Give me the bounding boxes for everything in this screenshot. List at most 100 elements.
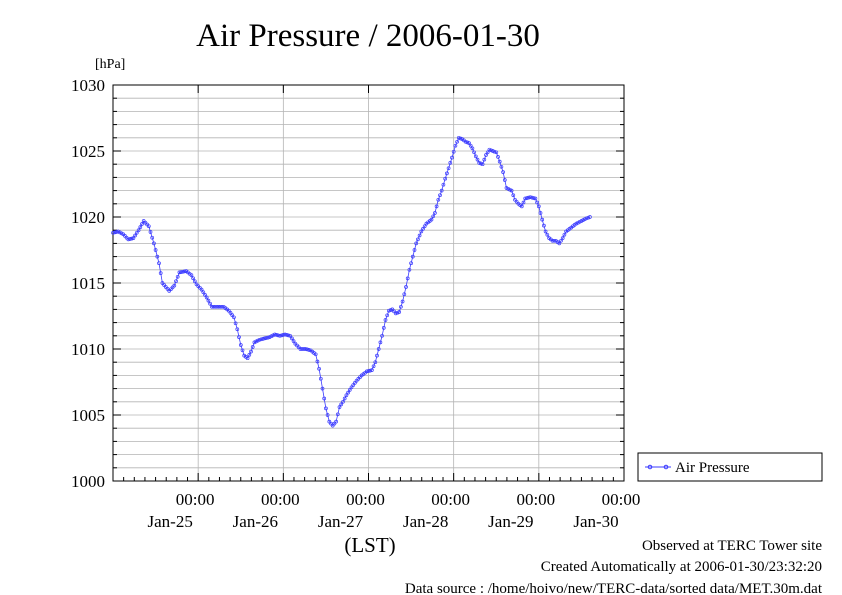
data-point xyxy=(182,269,187,274)
x-tick-date-label: Jan-30 xyxy=(573,512,618,531)
data-point xyxy=(414,241,419,246)
data-point xyxy=(209,304,214,309)
data-point xyxy=(380,333,384,338)
data-point xyxy=(511,193,516,198)
data-point xyxy=(325,413,330,417)
data-point xyxy=(431,214,436,219)
data-point xyxy=(272,332,277,337)
data-point xyxy=(305,347,310,352)
data-point xyxy=(133,233,137,238)
data-point xyxy=(468,143,473,148)
data-point xyxy=(557,241,562,246)
data-point xyxy=(346,390,350,395)
data-point xyxy=(247,353,252,357)
data-point xyxy=(334,419,338,424)
data-point xyxy=(434,204,439,209)
data-point xyxy=(475,157,480,162)
data-point xyxy=(419,229,424,234)
data-point xyxy=(179,270,183,274)
data-point xyxy=(313,352,318,357)
data-point xyxy=(266,335,270,340)
data-point xyxy=(445,171,449,176)
chart-title: Air Pressure / 2006-01-30 xyxy=(196,18,540,54)
data-point xyxy=(458,136,463,141)
data-point xyxy=(140,222,144,226)
data-point xyxy=(550,238,555,243)
y-axis-unit: [hPa] xyxy=(95,57,125,72)
data-point xyxy=(373,360,378,365)
data-point xyxy=(400,299,405,304)
data-point xyxy=(290,336,294,341)
data-point xyxy=(399,304,403,309)
y-tick-label: 1005 xyxy=(71,406,105,425)
data-point xyxy=(433,211,437,215)
data-point xyxy=(276,333,281,338)
data-point xyxy=(339,402,344,407)
data-point xyxy=(301,347,306,351)
data-point xyxy=(559,238,563,243)
data-point xyxy=(250,345,255,349)
data-point xyxy=(174,279,178,284)
data-point xyxy=(298,347,303,351)
data-point xyxy=(490,149,495,153)
data-point xyxy=(199,287,204,292)
data-point xyxy=(283,332,287,337)
data-point xyxy=(211,304,216,309)
data-point xyxy=(274,333,279,337)
data-point xyxy=(342,396,347,401)
data-point xyxy=(542,223,546,228)
data-point xyxy=(317,366,321,371)
data-point xyxy=(584,216,589,221)
data-point xyxy=(233,321,238,326)
data-point xyxy=(150,235,155,240)
data-point xyxy=(536,204,541,209)
data-point xyxy=(364,369,369,374)
data-point xyxy=(232,315,236,320)
data-point xyxy=(397,310,402,314)
data-point xyxy=(392,309,396,314)
data-point xyxy=(148,230,153,234)
data-point xyxy=(436,197,441,202)
data-point xyxy=(341,399,345,404)
data-point xyxy=(257,337,262,342)
data-point xyxy=(456,135,461,140)
data-point xyxy=(368,368,373,373)
data-point xyxy=(337,405,342,409)
data-point xyxy=(473,154,478,159)
data-point xyxy=(443,176,448,181)
legend-marker-icon xyxy=(663,464,669,470)
data-point xyxy=(177,270,182,275)
data-point xyxy=(485,150,490,155)
data-point xyxy=(533,196,538,201)
data-point xyxy=(114,230,119,234)
data-point xyxy=(303,347,308,351)
y-tick-label: 1000 xyxy=(71,472,105,491)
data-point xyxy=(519,204,524,209)
data-point xyxy=(395,310,400,315)
data-point xyxy=(335,412,340,417)
data-point xyxy=(278,333,282,338)
data-point xyxy=(470,146,475,151)
data-point xyxy=(455,139,459,144)
data-point xyxy=(405,276,410,281)
data-point xyxy=(450,155,454,160)
data-point xyxy=(494,150,499,155)
x-tick-date-label: Jan-27 xyxy=(318,512,364,531)
footer-created: Created Automatically at 2006-01-30/23:3… xyxy=(541,559,822,575)
data-point xyxy=(192,279,197,284)
data-point xyxy=(381,326,386,330)
data-point xyxy=(281,333,286,337)
data-point xyxy=(347,388,352,392)
data-point xyxy=(438,193,442,198)
data-point xyxy=(446,166,451,171)
data-point xyxy=(146,224,151,229)
data-point xyxy=(138,225,143,229)
data-point xyxy=(388,308,393,312)
data-point xyxy=(152,241,156,246)
data-point xyxy=(479,161,483,166)
x-axis: 00:00 Jan-25 00:00 Jan-26 00:00 Jan-27 00:00 Ja… xyxy=(123,85,640,531)
x-tick-time-label: 00:00 xyxy=(261,490,300,509)
data-point xyxy=(191,276,195,281)
data-point xyxy=(543,229,548,234)
data-point xyxy=(189,273,194,277)
